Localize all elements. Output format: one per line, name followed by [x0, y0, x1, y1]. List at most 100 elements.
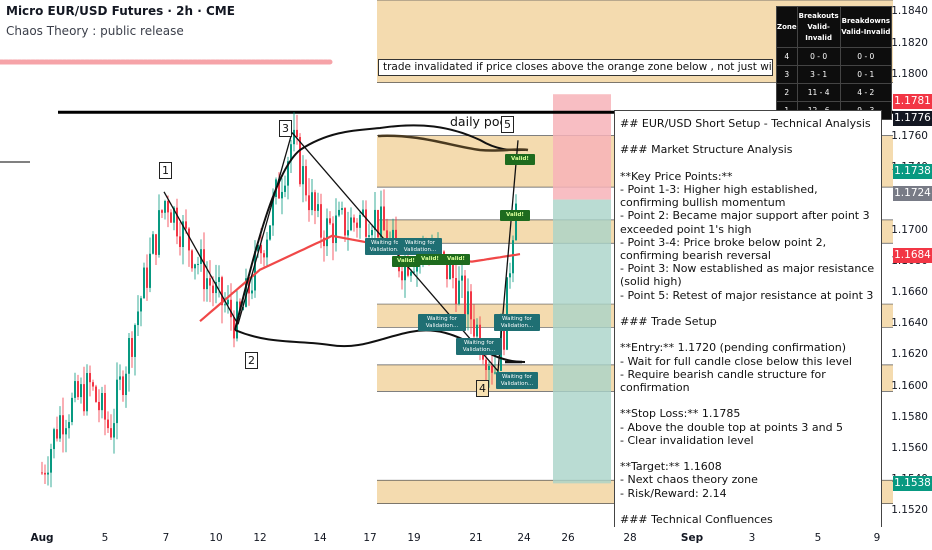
analysis-line: - Next chaos theory zone — [620, 473, 758, 487]
candle — [161, 210, 163, 213]
candle — [227, 299, 229, 305]
candle — [392, 229, 394, 239]
time-tick: 24 — [517, 532, 531, 544]
price-tick: 1.1660 — [891, 286, 928, 299]
time-tick: 17 — [363, 532, 377, 544]
swing-point-4: 4 — [476, 380, 489, 397]
candle — [83, 384, 85, 412]
invalidation-note[interactable]: trade invalidated if price closes above … — [378, 59, 773, 76]
zone-table-cell: 11 - 4 — [796, 83, 841, 102]
candle — [164, 200, 166, 213]
candle — [350, 217, 352, 231]
zone-table-header: Breakouts Valid-Invalid — [796, 6, 841, 48]
swing-line — [163, 191, 239, 325]
candle — [404, 257, 406, 281]
candle — [215, 281, 217, 294]
waiting-validation-tag: Waiting for Validation... — [494, 314, 540, 331]
analysis-line: - Point 5: Retest of major resistance at… — [620, 288, 874, 302]
time-axis[interactable]: Aug 5 7 10 12 14 17 19 21 24 26 28 Sep 3 5 9 — [0, 527, 893, 550]
analysis-line: ## EUR/USD Short Setup - Technical Analy… — [620, 117, 871, 130]
price-badge: 1.1538 — [893, 475, 932, 491]
price-tick: 1.1640 — [891, 317, 928, 330]
zone-table-cell: 3 - 1 — [796, 65, 841, 84]
candle — [290, 144, 292, 162]
candle — [113, 423, 115, 438]
candle — [95, 386, 97, 402]
candle — [311, 192, 313, 211]
candle — [167, 200, 169, 213]
candle — [206, 278, 208, 290]
candle — [329, 218, 331, 224]
valid-tag: Valid! — [442, 254, 470, 265]
time-tick: 19 — [407, 532, 421, 544]
valid-tag: Valid! — [392, 256, 420, 267]
candle — [512, 240, 514, 274]
candle — [221, 277, 223, 306]
price-badge: 1.1724 — [893, 185, 932, 201]
candle — [410, 271, 412, 276]
analysis-line: ### Technical Confluences — [620, 512, 773, 526]
price-axis[interactable]: 1.18401.18201.18001.17601.17401.17001.16… — [891, 0, 932, 550]
candle — [377, 209, 379, 238]
candle — [347, 230, 349, 236]
candle — [200, 249, 202, 264]
zone-stats-table: Zone Breakouts Valid-Invalid Breakdowns Va… — [776, 6, 893, 120]
valid-tag: Valid! — [416, 254, 444, 265]
analysis-line: ### Trade Setup — [620, 315, 717, 328]
candle — [461, 275, 463, 281]
candle — [332, 223, 334, 244]
candle — [488, 365, 490, 370]
analysis-line: ### Market Structure Analysis — [620, 143, 793, 157]
analysis-line: **Entry:** 1.1720 (pending confirmation) — [620, 341, 846, 355]
candle — [170, 212, 172, 223]
candle — [230, 299, 232, 318]
symbol-title[interactable]: Micro EUR/USD Futures · 2h · CME — [6, 4, 235, 18]
candle — [260, 244, 262, 254]
time-tick: 26 — [561, 532, 575, 544]
candle — [152, 234, 154, 254]
time-tick: 10 — [209, 532, 223, 544]
candle — [110, 428, 112, 438]
candle — [137, 311, 139, 326]
daily-poc-curve — [377, 134, 529, 152]
zone-table-cell: 0 - 1 — [839, 65, 893, 84]
candle — [119, 376, 121, 380]
time-tick: 9 — [873, 532, 881, 544]
reward-box — [553, 199, 611, 484]
candle — [449, 263, 451, 280]
candle — [125, 373, 127, 396]
indicator-label[interactable]: Chaos Theory : public release — [6, 24, 184, 38]
waiting-validation-tag: Waiting for Validation... — [456, 338, 502, 355]
candle — [65, 428, 67, 435]
candle — [74, 381, 76, 398]
analysis-line: - Wait for full candle close below this … — [620, 354, 852, 368]
analysis-line — [620, 157, 876, 170]
price-badge: 1.1738 — [893, 164, 932, 179]
analysis-line: **Target:** 1.1608 — [620, 460, 722, 474]
candle — [365, 209, 367, 237]
analysis-note[interactable]: ## EUR/USD Short Setup - Technical Analy… — [614, 110, 882, 550]
price-badge: 1.1781 — [893, 93, 932, 109]
candle — [68, 422, 70, 429]
candle — [314, 192, 316, 211]
time-tick: 5 — [101, 532, 109, 544]
swing-point-2: 2 — [245, 352, 258, 369]
swing-point-3: 3 — [279, 120, 292, 137]
candle — [50, 449, 52, 473]
candle — [44, 472, 46, 475]
candle — [482, 353, 484, 360]
zone-table-header: Breakdowns Valid-Invalid — [839, 6, 893, 48]
candle — [233, 317, 235, 339]
analysis-line: **Key Price Points:** — [620, 169, 733, 183]
analysis-line: - Risk/Reward: 2.14 — [620, 486, 727, 500]
candle — [503, 325, 505, 350]
candle — [305, 166, 307, 196]
zone-table-cell: 4 — [776, 47, 798, 66]
candle — [470, 291, 472, 320]
candle — [146, 267, 148, 288]
waiting-validation-tag: Waiting for Validation... — [418, 314, 466, 331]
candle — [185, 221, 187, 229]
candle — [143, 267, 145, 299]
